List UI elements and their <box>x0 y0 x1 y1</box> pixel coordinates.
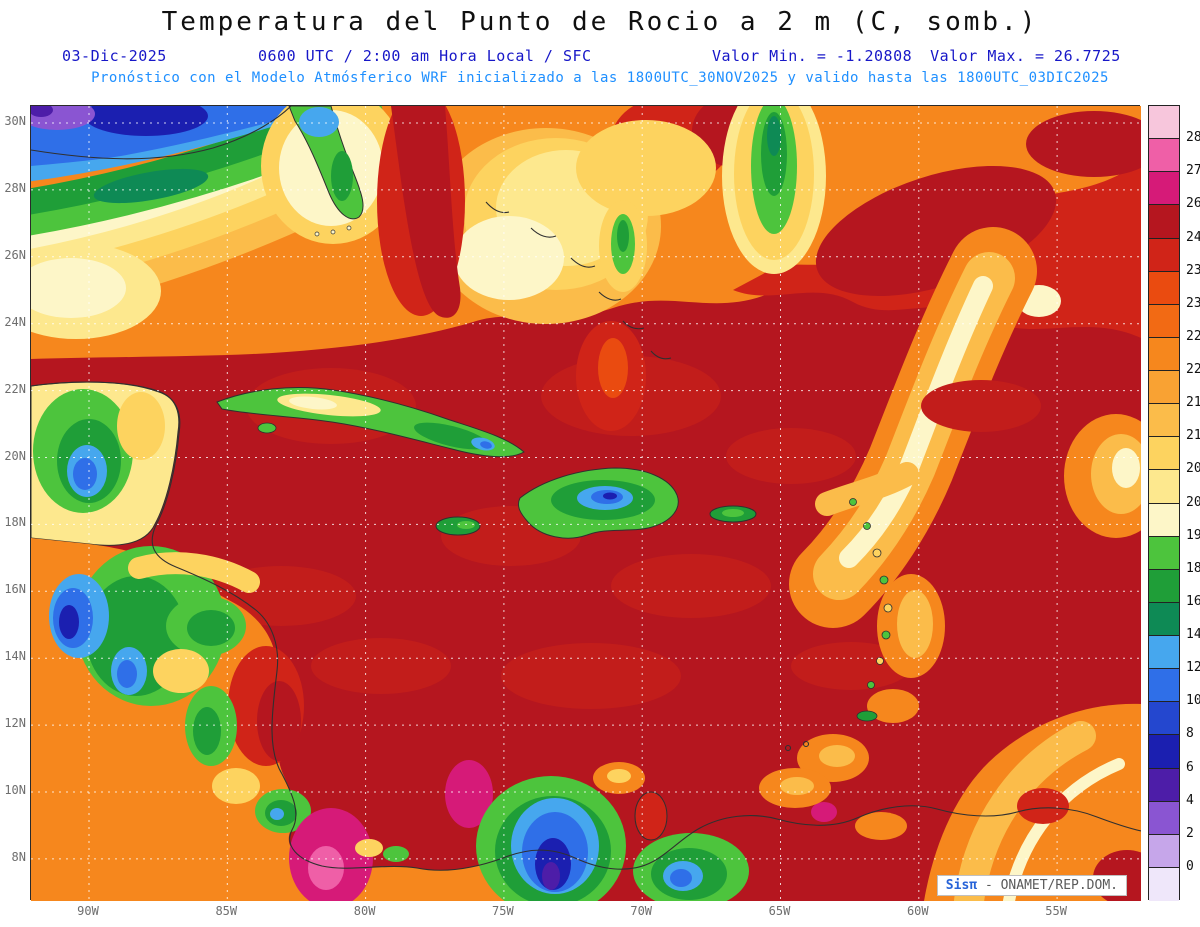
colorbar-cell <box>1149 470 1179 504</box>
colorbar-cell <box>1149 801 1179 835</box>
watermark: Sisπ - ONAMET/REP.DOM. <box>936 875 1127 896</box>
colorbar-tick-label: 0 <box>1186 858 1194 874</box>
model-info-line: Pronóstico con el Modelo Atmósferico WRF… <box>91 70 1109 86</box>
grid-lines <box>31 106 1141 901</box>
lon-tick-label: 90W <box>77 904 99 918</box>
watermark-brand: Sisπ <box>945 878 978 893</box>
colorbar-cell <box>1149 503 1179 537</box>
colorbar-tick-label: 19 <box>1186 527 1200 543</box>
colorbar-cell <box>1149 768 1179 802</box>
colorbar-cell <box>1149 569 1179 603</box>
colorbar-tick-label: 21.5 <box>1186 395 1200 411</box>
lon-tick-label: 80W <box>353 904 376 918</box>
colorbar-tick-label: 21 <box>1186 428 1200 444</box>
colorbar-cell <box>1149 669 1179 703</box>
colorbar-cell <box>1149 867 1179 901</box>
colorbar-tick-label: 2 <box>1186 825 1194 841</box>
colorbar-cell <box>1149 139 1179 173</box>
value-min-label: Valor Min. = -1.20808 <box>712 47 913 65</box>
colorbar-tick-label: 27 <box>1186 163 1200 179</box>
colorbar-tick-label: 6 <box>1186 759 1194 775</box>
forecast-time: 0600 UTC / 2:00 am Hora Local / SFC <box>258 47 592 65</box>
colorbar-cell <box>1149 371 1179 405</box>
colorbar-cell <box>1149 205 1179 239</box>
colorbar-tick-label: 28 <box>1186 130 1200 146</box>
value-max-label: Valor Max. = 26.7725 <box>930 47 1121 65</box>
colorbar-cell <box>1149 238 1179 272</box>
colorbar-tick-label: 20 <box>1186 494 1200 510</box>
colorbar-tick-label: 26 <box>1186 196 1200 212</box>
lat-tick-label: 18N <box>4 515 26 530</box>
colorbar-tick-label: 22.5 <box>1186 328 1200 344</box>
lon-tick-label: 75W <box>492 904 514 918</box>
colorbar-tick-label: 4 <box>1186 792 1194 808</box>
lat-tick-label: 12N <box>4 716 26 731</box>
lat-tick-label: 24N <box>4 314 26 329</box>
minmax-values: Valor Min. = -1.20808 Valor Max. = 26.772… <box>712 47 1121 65</box>
colorbar-tick-label: 14 <box>1186 627 1200 642</box>
colorbar-cell <box>1149 271 1179 305</box>
contour-field <box>0 75 1168 916</box>
colorbar-tick-label: 23.5 <box>1186 262 1200 278</box>
lat-tick-label: 14N <box>4 649 26 664</box>
forecast-date: 03-Dic-2025 <box>62 47 167 65</box>
colorbar-cell <box>1149 106 1179 140</box>
lat-tick-label: 30N <box>4 114 26 128</box>
page-title: Temperatura del Punto de Rocio a 2 m (C,… <box>161 7 1039 37</box>
colorbar-cell <box>1149 304 1179 338</box>
colorbar-cell <box>1149 702 1179 736</box>
colorbar-tick-label: 24.5 <box>1186 229 1200 245</box>
colorbar-cell <box>1149 437 1179 471</box>
colorbar-cell <box>1149 172 1179 206</box>
colorbar-cell <box>1149 337 1179 371</box>
watermark-org: - ONAMET/REP.DOM. <box>984 878 1118 893</box>
colorbar-tick-label: 22 <box>1186 362 1200 377</box>
lat-tick-label: 28N <box>4 180 26 195</box>
colorbar <box>1148 105 1180 901</box>
coastlines <box>30 105 1142 871</box>
lat-tick-label: 26N <box>4 247 26 262</box>
colorbar-cell <box>1149 735 1179 769</box>
lat-tick-label: 22N <box>4 381 26 396</box>
lat-tick-label: 10N <box>4 783 26 797</box>
lat-tick-label: 16N <box>4 582 26 597</box>
lon-tick-label: 60W <box>906 904 929 918</box>
colorbar-tick-label: 23 <box>1186 295 1200 311</box>
lon-tick-label: 70W <box>630 904 653 918</box>
map-canvas <box>0 75 1168 916</box>
colorbar-tick-label: 8 <box>1186 726 1194 742</box>
colorbar-cell <box>1149 536 1179 570</box>
lon-tick-label: 85W <box>215 904 238 918</box>
map-area: Sisπ - ONAMET/REP.DOM. <box>0 75 1168 916</box>
colorbar-tick-label: 12 <box>1186 660 1200 676</box>
colorbar-cells <box>1149 106 1179 901</box>
colorbar-cell <box>1149 636 1179 670</box>
colorbar-tick-label: 16 <box>1186 593 1200 609</box>
colorbar-cell <box>1149 834 1179 868</box>
colorbar-cell <box>1149 404 1179 438</box>
lat-tick-label: 8N <box>11 849 26 864</box>
colorbar-tick-label: 18 <box>1186 560 1200 576</box>
lon-tick-label: 65W <box>768 904 791 918</box>
lat-tick-label: 20N <box>4 448 26 463</box>
colorbar-tick-label: 20.5 <box>1186 461 1200 477</box>
colorbar-tick-label: 10 <box>1186 693 1200 709</box>
colorbar-cell <box>1149 602 1179 636</box>
lon-tick-label: 55W <box>1045 904 1067 918</box>
